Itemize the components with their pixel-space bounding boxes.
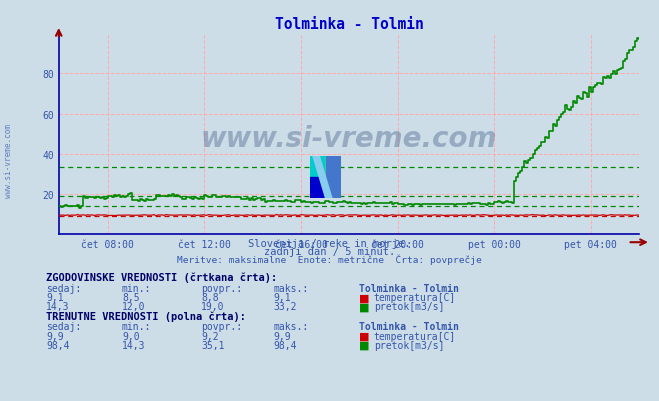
Bar — [310, 177, 326, 198]
Title: Tolminka - Tolmin: Tolminka - Tolmin — [275, 16, 424, 32]
Text: zadnji dan / 5 minut.: zadnji dan / 5 minut. — [264, 247, 395, 257]
Text: 9,2: 9,2 — [201, 331, 219, 341]
Text: Tolminka - Tolmin: Tolminka - Tolmin — [359, 284, 459, 294]
Text: 14,3: 14,3 — [46, 302, 70, 312]
Text: 35,1: 35,1 — [201, 340, 225, 350]
Text: 9,1: 9,1 — [273, 293, 291, 303]
Text: 33,2: 33,2 — [273, 302, 297, 312]
Text: www.si-vreme.com: www.si-vreme.com — [4, 124, 13, 197]
Text: ■: ■ — [359, 331, 370, 341]
Text: sedaj:: sedaj: — [46, 322, 81, 332]
Text: 9,9: 9,9 — [46, 331, 64, 341]
Text: 98,4: 98,4 — [273, 340, 297, 350]
Text: 98,4: 98,4 — [46, 340, 70, 350]
Text: ■: ■ — [359, 293, 370, 303]
Text: Tolminka - Tolmin: Tolminka - Tolmin — [359, 322, 459, 332]
Text: 8,8: 8,8 — [201, 293, 219, 303]
Text: 9,0: 9,0 — [122, 331, 140, 341]
Text: 19,0: 19,0 — [201, 302, 225, 312]
Text: min.:: min.: — [122, 322, 152, 332]
Text: povpr.:: povpr.: — [201, 284, 242, 294]
Text: ■: ■ — [359, 302, 370, 312]
Text: maks.:: maks.: — [273, 322, 308, 332]
Text: maks.:: maks.: — [273, 284, 308, 294]
Text: ■: ■ — [359, 340, 370, 350]
Text: 14,3: 14,3 — [122, 340, 146, 350]
Text: min.:: min.: — [122, 284, 152, 294]
Text: TRENUTNE VREDNOSTI (polna črta):: TRENUTNE VREDNOSTI (polna črta): — [46, 310, 246, 321]
Text: ZGODOVINSKE VREDNOSTI (črtkana črta):: ZGODOVINSKE VREDNOSTI (črtkana črta): — [46, 272, 277, 283]
Bar — [310, 156, 326, 177]
Text: povpr.:: povpr.: — [201, 322, 242, 332]
Text: temperatura[C]: temperatura[C] — [374, 293, 456, 303]
Text: 8,5: 8,5 — [122, 293, 140, 303]
Text: Meritve: maksimalne  Enote: metrične  Črta: povprečje: Meritve: maksimalne Enote: metrične Črta… — [177, 254, 482, 265]
Text: temperatura[C]: temperatura[C] — [374, 331, 456, 341]
Text: pretok[m3/s]: pretok[m3/s] — [374, 302, 444, 312]
Text: 9,9: 9,9 — [273, 331, 291, 341]
Text: Slovenija / reke in morje.: Slovenija / reke in morje. — [248, 239, 411, 249]
Text: 12,0: 12,0 — [122, 302, 146, 312]
Text: sedaj:: sedaj: — [46, 284, 81, 294]
Polygon shape — [326, 156, 341, 198]
Polygon shape — [313, 156, 332, 198]
Text: pretok[m3/s]: pretok[m3/s] — [374, 340, 444, 350]
Text: www.si-vreme.com: www.si-vreme.com — [201, 124, 498, 152]
Bar — [326, 156, 341, 177]
Text: 9,1: 9,1 — [46, 293, 64, 303]
